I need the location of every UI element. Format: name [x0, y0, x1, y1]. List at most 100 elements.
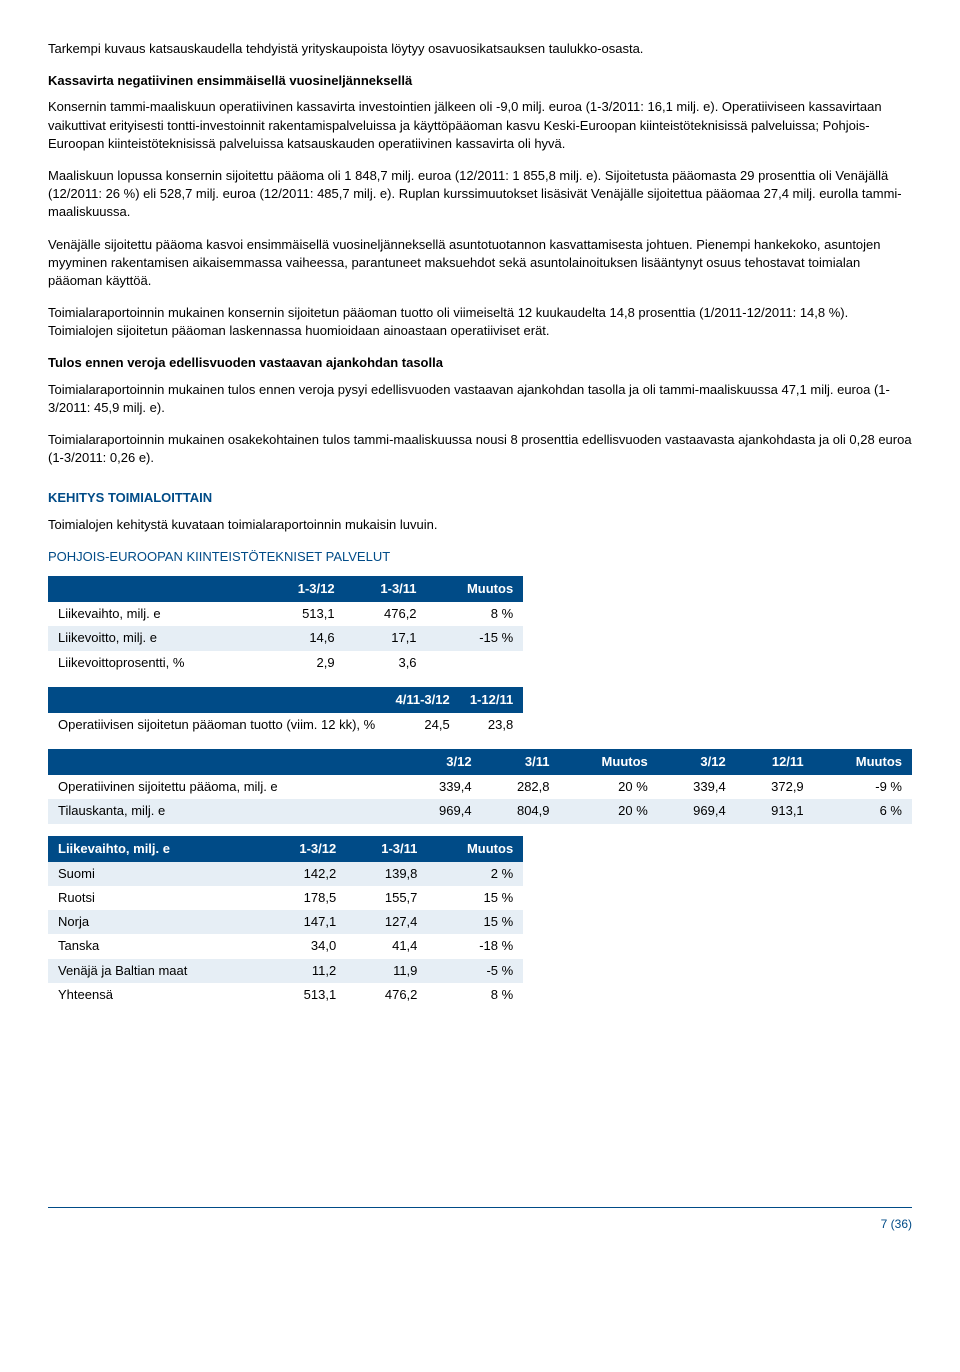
- table-header-cell: Muutos: [427, 576, 524, 602]
- body-paragraph: Venäjälle sijoitettu pääoma kasvoi ensim…: [48, 236, 912, 291]
- table-cell: -15 %: [427, 626, 524, 650]
- table-row: Suomi142,2139,82 %: [48, 862, 523, 886]
- table-cell: 2,9: [262, 651, 345, 675]
- table-header-cell: 3/12: [658, 749, 736, 775]
- table-row: Ruotsi178,5155,715 %: [48, 886, 523, 910]
- table-cell: 20 %: [560, 799, 658, 823]
- table-cell: Liikevaihto, milj. e: [48, 602, 262, 626]
- body-paragraph: Toimialaraportoinnin mukainen tulos enne…: [48, 381, 912, 417]
- table-cell: 513,1: [262, 602, 345, 626]
- table-cell: 14,6: [262, 626, 345, 650]
- table-cell: 8 %: [427, 983, 523, 1007]
- table-cell: 282,8: [482, 775, 560, 799]
- table-header-cell: [48, 749, 404, 775]
- table-cell: 11,9: [346, 959, 427, 983]
- table-cell: Suomi: [48, 862, 264, 886]
- table-cell: 178,5: [264, 886, 346, 910]
- table-cell: 513,1: [264, 983, 346, 1007]
- table-header-cell: Muutos: [427, 836, 523, 862]
- table-row: Operatiivisen sijoitetun pääoman tuotto …: [48, 713, 523, 737]
- bold-heading: Tulos ennen veroja edellisvuoden vastaav…: [48, 354, 912, 372]
- table-header-cell: [48, 687, 385, 713]
- table-cell: 339,4: [404, 775, 482, 799]
- body-paragraph: Maaliskuun lopussa konsernin sijoitettu …: [48, 167, 912, 222]
- bold-heading: Kassavirta negatiivinen ensimmäisellä vu…: [48, 72, 912, 90]
- table-cell: 8 %: [427, 602, 524, 626]
- table-cell: 11,2: [264, 959, 346, 983]
- table-cell: 139,8: [346, 862, 427, 886]
- table-header-cell: 12/11: [736, 749, 814, 775]
- table-header-cell: 4/11-3/12: [385, 687, 459, 713]
- table-roic: 4/11-3/121-12/11 Operatiivisen sijoitetu…: [48, 687, 523, 737]
- body-paragraph: Toimialaraportoinnin mukainen osakekohta…: [48, 431, 912, 467]
- table-row: Norja147,1127,415 %: [48, 910, 523, 934]
- table-cell: 20 %: [560, 775, 658, 799]
- table-cell: 3,6: [345, 651, 427, 675]
- table-row: Tanska34,041,4-18 %: [48, 934, 523, 958]
- table-row: Tilauskanta, milj. e969,4804,920 %969,49…: [48, 799, 912, 823]
- table-cell: Ruotsi: [48, 886, 264, 910]
- table-cell: Norja: [48, 910, 264, 934]
- table-row: Liikevoitto, milj. e14,617,1-15 %: [48, 626, 523, 650]
- table-header-cell: 3/11: [482, 749, 560, 775]
- table-header-cell: 3/12: [404, 749, 482, 775]
- table-cell: 147,1: [264, 910, 346, 934]
- table-header-cell: 1-3/11: [346, 836, 427, 862]
- table-cell: 15 %: [427, 886, 523, 910]
- table-cell: -18 %: [427, 934, 523, 958]
- table-cell: 913,1: [736, 799, 814, 823]
- table-revenue-by-country: Liikevaihto, milj. e1-3/121-3/11Muutos S…: [48, 836, 523, 1007]
- table-cell: 155,7: [346, 886, 427, 910]
- table-row: Liikevaihto, milj. e513,1476,28 %: [48, 602, 523, 626]
- table-cell: 969,4: [658, 799, 736, 823]
- table-header-cell: Liikevaihto, milj. e: [48, 836, 264, 862]
- table-header-cell: 1-3/11: [345, 576, 427, 602]
- table-cell: Liikevoitto, milj. e: [48, 626, 262, 650]
- table-header-cell: 1-3/12: [262, 576, 345, 602]
- table-cell: 372,9: [736, 775, 814, 799]
- table-cell: Tilauskanta, milj. e: [48, 799, 404, 823]
- body-paragraph: Konsernin tammi-maaliskuun operatiivinen…: [48, 98, 912, 153]
- subsection-heading: POHJOIS-EUROOPAN KIINTEISTÖTEKNISET PALV…: [48, 548, 912, 566]
- table-cell: 15 %: [427, 910, 523, 934]
- table-cell: 2 %: [427, 862, 523, 886]
- table-cell: 6 %: [814, 799, 912, 823]
- table-kpi-quarter: 1-3/121-3/11Muutos Liikevaihto, milj. e5…: [48, 576, 523, 675]
- table-cell: Tanska: [48, 934, 264, 958]
- table-cell: 17,1: [345, 626, 427, 650]
- table-cell: -5 %: [427, 959, 523, 983]
- table-cell: Yhteensä: [48, 983, 264, 1007]
- table-cell: 142,2: [264, 862, 346, 886]
- table-cell: Liikevoittoprosentti, %: [48, 651, 262, 675]
- table-cell: 476,2: [345, 602, 427, 626]
- table-cell: 34,0: [264, 934, 346, 958]
- table-cell: 476,2: [346, 983, 427, 1007]
- table-row: Liikevoittoprosentti, %2,93,6: [48, 651, 523, 675]
- table-capital-orderbook: 3/123/11Muutos3/1212/11Muutos Operatiivi…: [48, 749, 912, 824]
- table-cell: [427, 651, 524, 675]
- table-row: Yhteensä513,1476,28 %: [48, 983, 523, 1007]
- table-row: Venäjä ja Baltian maat11,211,9-5 %: [48, 959, 523, 983]
- table-cell: -9 %: [814, 775, 912, 799]
- body-paragraph: Toimialaraportoinnin mukainen konsernin …: [48, 304, 912, 340]
- table-cell: Venäjä ja Baltian maat: [48, 959, 264, 983]
- table-cell: Operatiivinen sijoitettu pääoma, milj. e: [48, 775, 404, 799]
- table-cell: 969,4: [404, 799, 482, 823]
- table-cell: Operatiivisen sijoitetun pääoman tuotto …: [48, 713, 385, 737]
- table-cell: 804,9: [482, 799, 560, 823]
- table-cell: 339,4: [658, 775, 736, 799]
- section-heading: KEHITYS TOIMIALOITTAIN: [48, 489, 912, 507]
- table-cell: 41,4: [346, 934, 427, 958]
- table-header-cell: Muutos: [560, 749, 658, 775]
- table-header-cell: [48, 576, 262, 602]
- table-cell: 24,5: [385, 713, 459, 737]
- table-cell: 23,8: [460, 713, 523, 737]
- table-header-cell: Muutos: [814, 749, 912, 775]
- page-footer: 7 (36): [48, 1207, 912, 1233]
- table-cell: 127,4: [346, 910, 427, 934]
- table-header-cell: 1-3/12: [264, 836, 346, 862]
- table-header-cell: 1-12/11: [460, 687, 523, 713]
- body-paragraph: Tarkempi kuvaus katsauskaudella tehdyist…: [48, 40, 912, 58]
- table-row: Operatiivinen sijoitettu pääoma, milj. e…: [48, 775, 912, 799]
- body-paragraph: Toimialojen kehitystä kuvataan toimialar…: [48, 516, 912, 534]
